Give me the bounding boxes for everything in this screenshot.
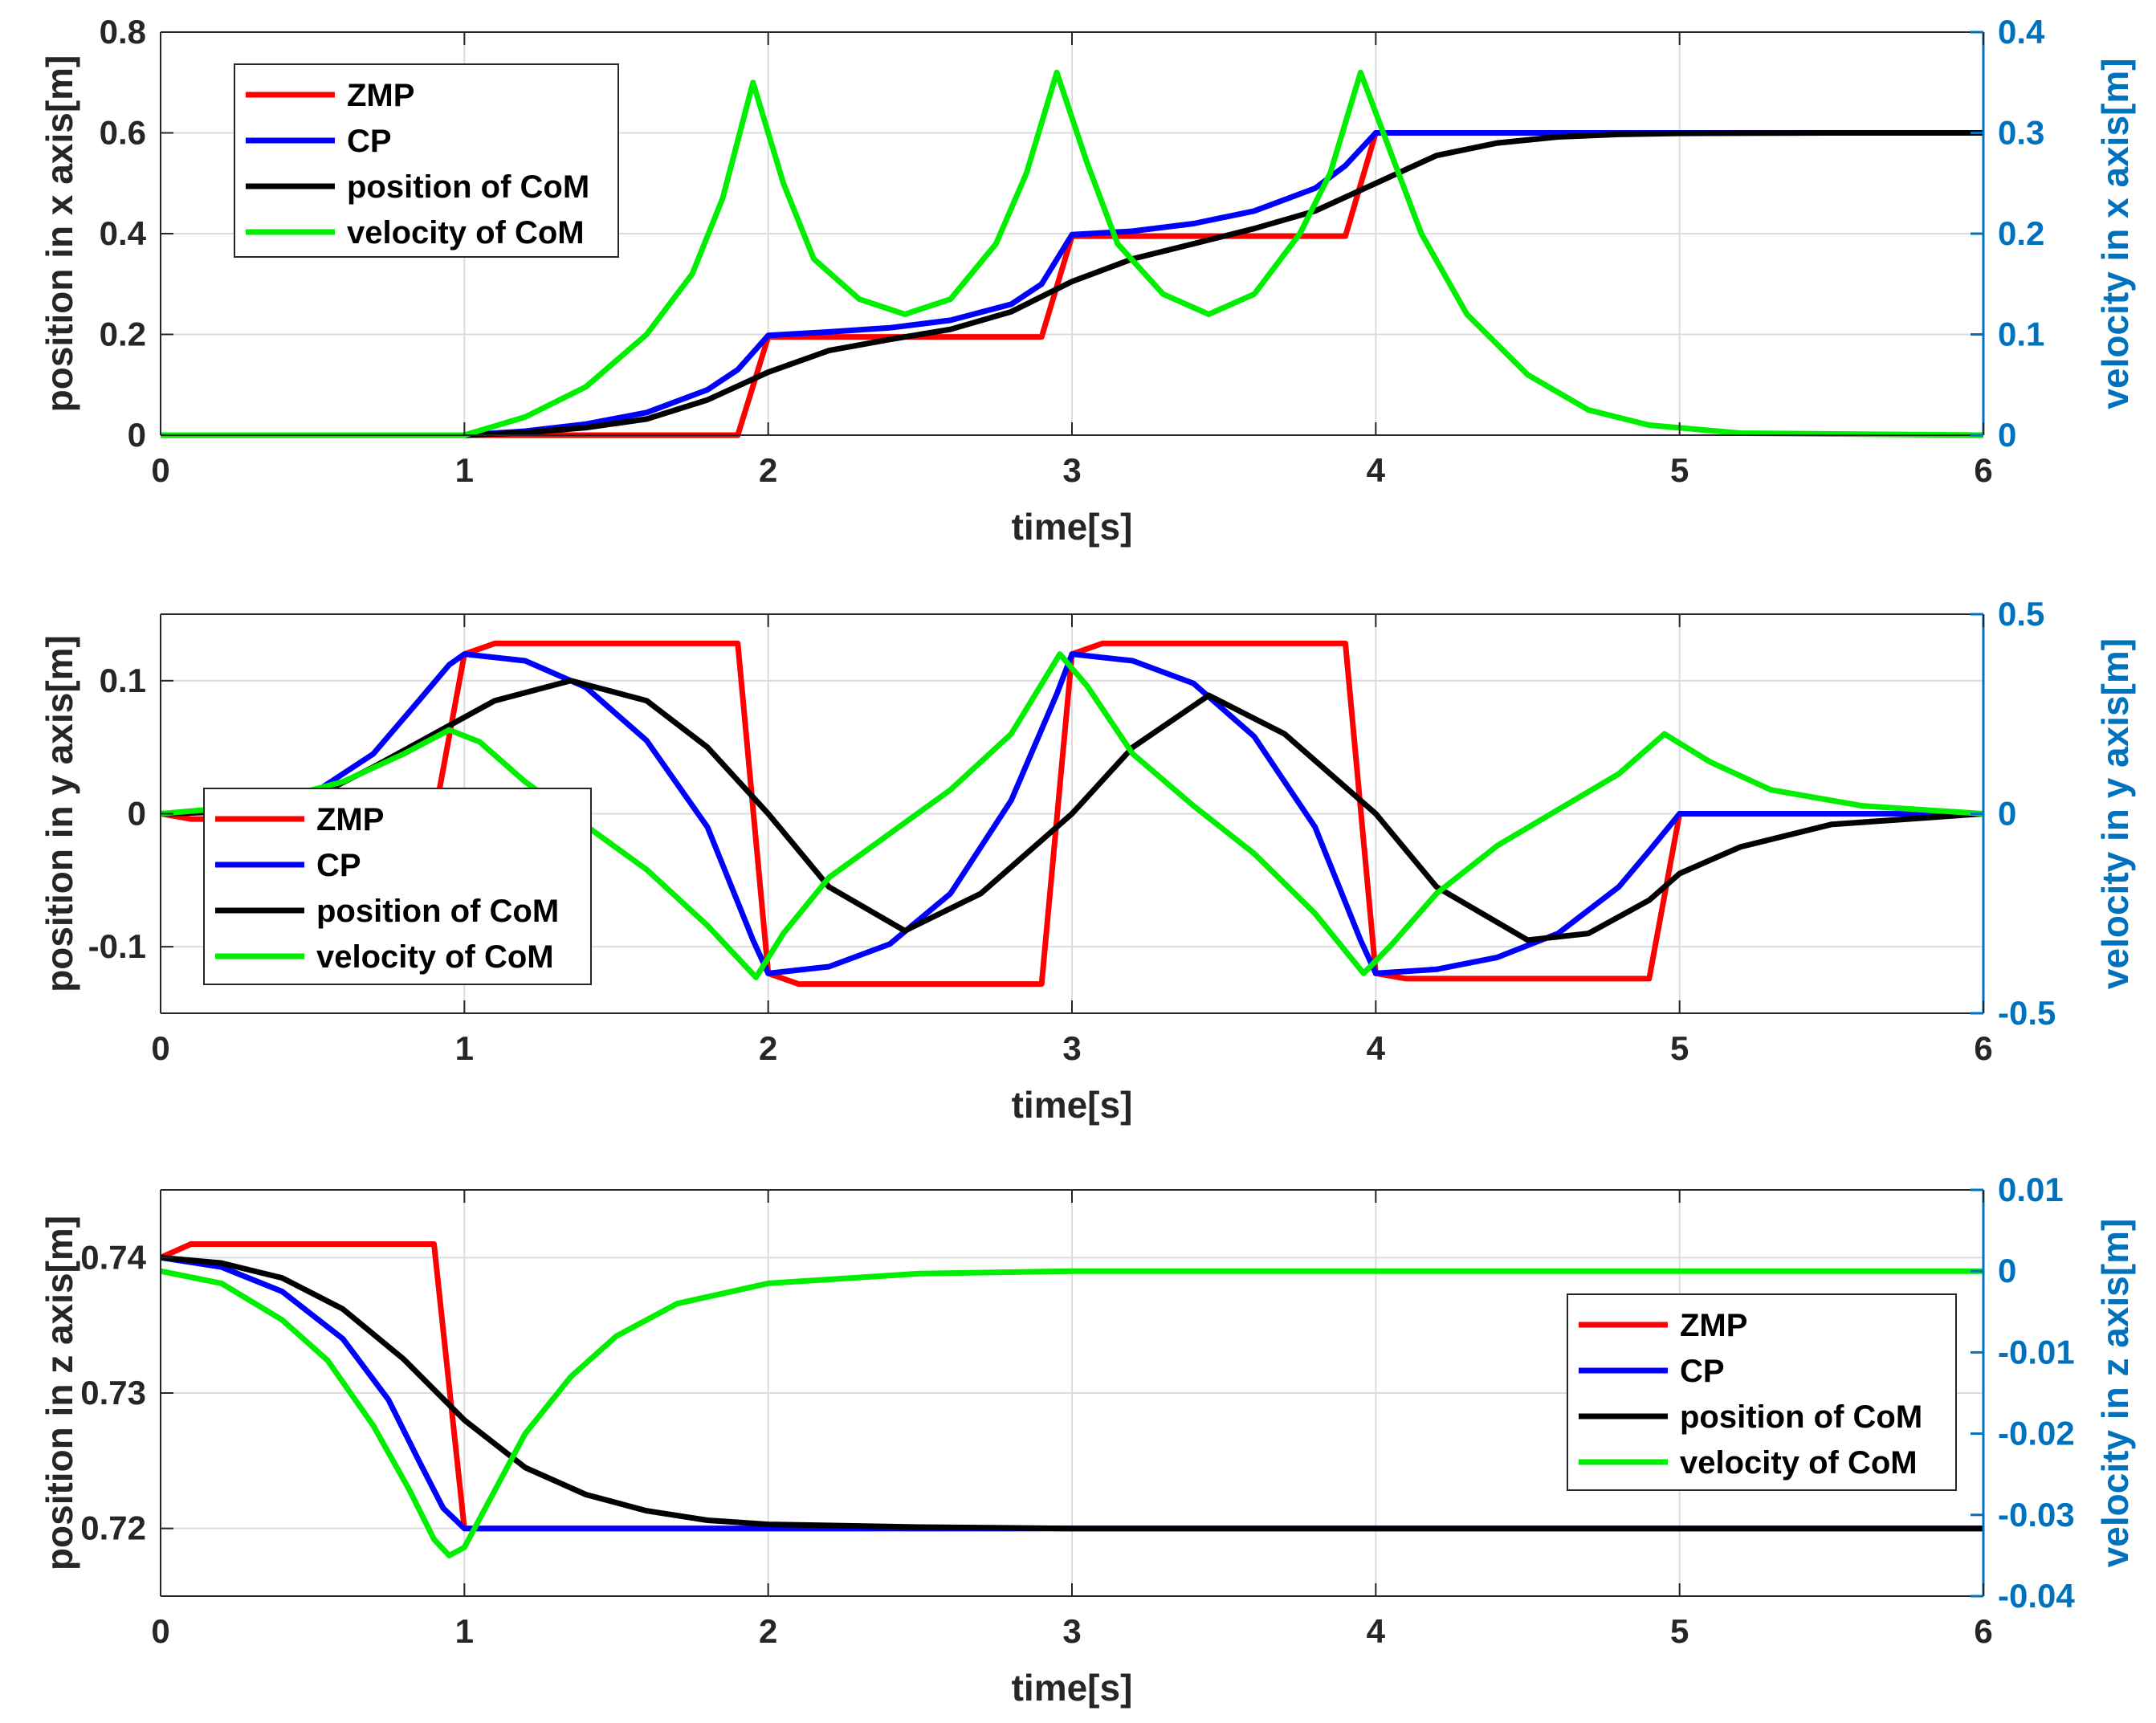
- y-axis-label-right: velocity in x axis[m]: [2094, 58, 2136, 409]
- legend-label: velocity of CoM: [1680, 1445, 1918, 1481]
- y-tick-label-left: 0.73: [80, 1374, 146, 1411]
- y-tick-label-left: 0: [128, 416, 146, 454]
- series-line-position-of-com: [161, 1254, 1983, 1532]
- chart-panel-3: 0 1 2 3 4 5 6 0.72 0.73 0.74 -0.04 -0.03 -0.02 -0.01 0…: [39, 1171, 2136, 1709]
- y-tick-label-right: -0.5: [1998, 994, 2056, 1032]
- y-tick-label-right: -0.03: [1998, 1496, 2075, 1534]
- x-axis-label: time[s]: [1012, 1667, 1133, 1709]
- series-line-velocity-of-com: [161, 1268, 1983, 1558]
- x-tick-label: 6: [1974, 1029, 1992, 1067]
- y-axis-label-right: velocity in z axis[m]: [2094, 1219, 2136, 1568]
- legend-label: CP: [316, 848, 361, 883]
- legend-label: ZMP: [1680, 1308, 1747, 1343]
- x-tick-label: 3: [1062, 1612, 1081, 1650]
- y-tick-label-left: 0.4: [100, 214, 147, 252]
- legend-label: ZMP: [316, 802, 384, 837]
- series-line-velocity-of-com: [161, 69, 1983, 438]
- legend-label: position of CoM: [1680, 1399, 1922, 1435]
- x-tick-label: 6: [1974, 451, 1992, 489]
- series-line-cp: [161, 651, 1983, 976]
- y-axis-label-left: position in y axis[m]: [39, 635, 80, 992]
- y-tick-label-right: -0.01: [1998, 1333, 2075, 1371]
- series-line-position-of-com: [161, 130, 1983, 438]
- legend-label: velocity of CoM: [316, 939, 554, 975]
- y-tick-label-right: 0.4: [1998, 13, 2045, 51]
- x-tick-label: 3: [1062, 451, 1081, 489]
- y-tick-label-right: 0: [1998, 416, 2016, 454]
- x-tick-label: 1: [455, 451, 474, 489]
- legend-label: ZMP: [347, 78, 414, 113]
- legend: ZMP CP position of CoM velocity of CoM: [203, 788, 592, 985]
- series-line-zmp: [161, 640, 1983, 988]
- y-tick-label-left: 0: [128, 795, 146, 833]
- y-tick-label-left: 0.6: [100, 114, 146, 152]
- x-tick-label: 4: [1367, 1612, 1386, 1650]
- y-tick-label-right: 0.2: [1998, 214, 2044, 252]
- legend: ZMP CP position of CoM velocity of CoM: [1567, 1293, 1957, 1491]
- y-tick-label-right: 0.3: [1998, 114, 2044, 152]
- chart-panel-2: 0 1 2 3 4 5 6 -0.1 0 0.1 -0.5 0 0.5 time[s] position i…: [39, 595, 2136, 1126]
- x-tick-label: 5: [1670, 1029, 1689, 1067]
- x-tick-label: 5: [1670, 1612, 1689, 1650]
- x-tick-label: 0: [151, 1612, 169, 1650]
- y-tick-label-right: 0.01: [1998, 1171, 2064, 1208]
- y-tick-label-left: 0.74: [80, 1238, 146, 1276]
- x-tick-label: 1: [455, 1029, 474, 1067]
- series-line-cp: [161, 130, 1983, 438]
- legend-label: CP: [1680, 1354, 1725, 1389]
- x-tick-label: 2: [759, 451, 777, 489]
- legend: ZMP CP position of CoM velocity of CoM: [234, 63, 619, 258]
- legend-label: position of CoM: [347, 169, 589, 205]
- x-tick-label: 1: [455, 1612, 474, 1650]
- series-line-position-of-com: [161, 678, 1983, 943]
- x-tick-label: 4: [1367, 451, 1386, 489]
- x-tick-label: 0: [151, 1029, 169, 1067]
- x-tick-label: 2: [759, 1029, 777, 1067]
- y-tick-label-right: 0: [1998, 795, 2016, 833]
- y-tick-label-left: 0.72: [80, 1509, 146, 1547]
- x-tick-label: 0: [151, 451, 169, 489]
- series-group: [161, 640, 1983, 988]
- y-tick-label-left: 0.1: [100, 662, 146, 699]
- x-axis-label: time[s]: [1012, 506, 1133, 548]
- y-tick-label-left: 0.2: [100, 316, 146, 353]
- y-tick-label-right: 0.1: [1998, 316, 2044, 353]
- series-line-velocity-of-com: [161, 651, 1983, 980]
- x-tick-label: 2: [759, 1612, 777, 1650]
- x-tick-label: 3: [1062, 1029, 1081, 1067]
- chart-panel-1: 0 1 2 3 4 5 600.20.40.60.800.10.20.30.4time[s]…: [39, 13, 2136, 548]
- y-tick-label-right: -0.02: [1998, 1415, 2075, 1452]
- series-group: [161, 69, 1983, 438]
- series-line-cp: [161, 1254, 1983, 1532]
- y-axis-label-left: position in z axis[m]: [39, 1216, 80, 1570]
- y-axis-label-left: position in x axis[m]: [39, 55, 80, 413]
- y-axis-label-right: velocity in y axis[m]: [2094, 638, 2136, 989]
- legend-label: position of CoM: [316, 894, 559, 929]
- y-tick-label-right: 0.5: [1998, 595, 2044, 633]
- y-tick-label-left: 0.8: [100, 13, 146, 51]
- x-tick-label: 6: [1974, 1612, 1992, 1650]
- y-tick-label-right: -0.04: [1998, 1577, 2075, 1615]
- y-tick-label-left: -0.1: [88, 927, 146, 965]
- x-axis-label: time[s]: [1012, 1084, 1133, 1126]
- y-tick-label-right: 0: [1998, 1252, 2016, 1289]
- legend-label: velocity of CoM: [347, 215, 585, 251]
- legend-label: CP: [347, 124, 392, 159]
- x-tick-label: 4: [1367, 1029, 1386, 1067]
- x-tick-label: 5: [1670, 451, 1689, 489]
- series-group: [161, 1241, 1983, 1558]
